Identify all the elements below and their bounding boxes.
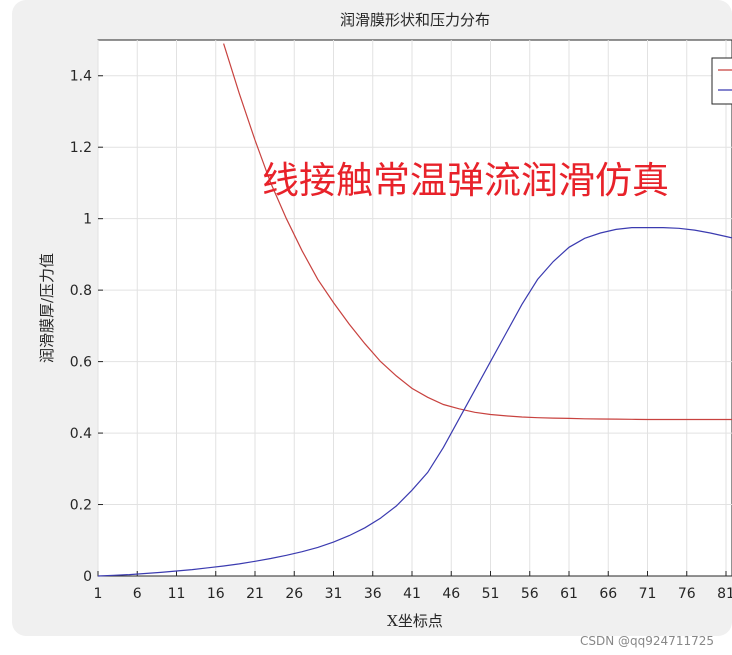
x-tick-label: 31 — [325, 586, 343, 602]
x-axis-label: X坐标点 — [387, 612, 443, 630]
x-tick-label: 46 — [442, 586, 460, 602]
x-tick-label: 41 — [403, 586, 421, 602]
x-tick-label: 66 — [599, 586, 617, 602]
figure-panel: 1 6 11 16 21 26 31 36 41 46 51 56 61 66 71 76 81 0 0.2 0.4 0… — [12, 0, 732, 636]
x-tick-label: 56 — [521, 586, 539, 602]
y-tick-label: 0.2 — [70, 498, 92, 514]
overlay-watermark-title: 线接触常温弹流润滑仿真 — [262, 159, 669, 202]
legend-box — [711, 57, 732, 105]
series-group — [97, 43, 732, 577]
y-tick-label: 1.2 — [70, 140, 92, 156]
x-tick-label: 1 — [94, 586, 103, 602]
chart-svg: 1 6 11 16 21 26 31 36 41 46 51 56 61 66 71 76 8100.20.40… — [38, 11, 732, 630]
x-tick-label: 26 — [285, 586, 303, 602]
x-tick-label: 21 — [246, 586, 264, 602]
csdn-credit: CSDN @qq924711725 — [580, 634, 714, 648]
y-tick-label: 1.4 — [70, 69, 92, 85]
x-tick-label: 6 — [133, 586, 142, 602]
y-tick-label: 0 — [83, 569, 92, 585]
x-tick-label: 81 — [717, 586, 732, 602]
y-tick-label: 0.6 — [70, 355, 92, 371]
x-tick-label: 11 — [168, 586, 186, 602]
chart-title: 润滑膜形状和压力分布 — [340, 11, 490, 29]
y-axis-label: 润滑膜厚/压力值 — [38, 253, 56, 363]
y-tick-label: 0.8 — [70, 283, 92, 299]
x-tick-label: 61 — [560, 586, 578, 602]
x-tick-label: 16 — [207, 586, 225, 602]
x-tick-label: 76 — [678, 586, 696, 602]
series-line-film — [223, 43, 732, 421]
legend — [711, 57, 732, 105]
x-tick-label: 51 — [482, 586, 500, 602]
y-tick-label: 1 — [83, 212, 92, 228]
x-tick-label: 36 — [364, 586, 382, 602]
y-tick-label: 0.4 — [70, 426, 92, 442]
plot-area — [97, 39, 732, 577]
axis-ticks: 1 6 11 16 21 26 31 36 41 46 51 56 61 66 71 76 8100.20.40… — [70, 69, 732, 602]
x-tick-label: 71 — [639, 586, 657, 602]
series-line-pressure — [97, 227, 732, 577]
